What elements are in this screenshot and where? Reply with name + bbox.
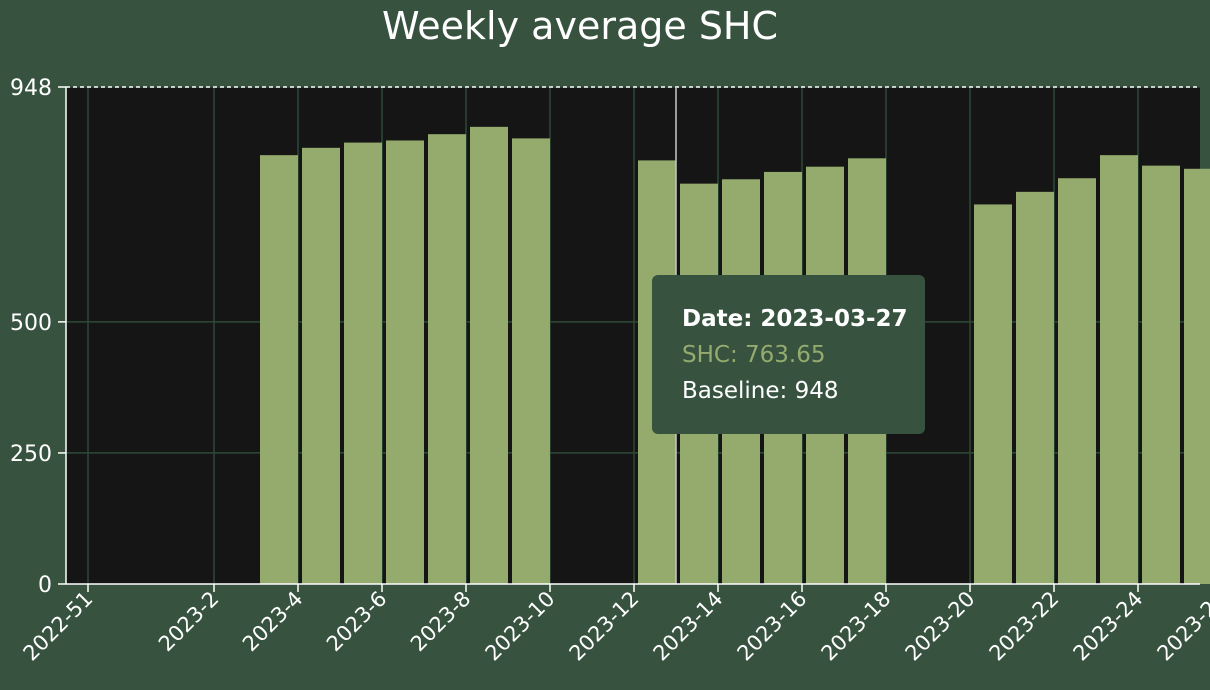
bar-2023-9[interactable]	[512, 138, 550, 585]
bar-2023-7[interactable]	[428, 134, 466, 585]
x-tick-label: 2023-2	[154, 587, 224, 657]
x-tick-label: 2023-4	[238, 587, 308, 657]
x-tick-label: 2023-18	[817, 587, 896, 666]
x-tick-label: 2023-16	[733, 587, 812, 666]
bar-2023-5[interactable]	[344, 142, 382, 585]
x-tick-label: 2023-12	[565, 587, 644, 666]
tooltip-series-value: SHC: 763.65	[682, 342, 826, 368]
tooltip-baseline-value: Baseline: 948	[682, 378, 839, 404]
bar-2023-6[interactable]	[386, 140, 424, 585]
hover-tooltip: Date: 2023-03-27 SHC: 763.65 Baseline: 9…	[652, 275, 925, 434]
bar-2023-23[interactable]	[1100, 155, 1138, 585]
x-tick-label: 2023-6	[322, 587, 392, 657]
y-tick-label: 500	[10, 311, 52, 336]
y-tick-label: 0	[38, 573, 52, 598]
y-tick-label: 250	[10, 442, 52, 467]
chart-title: Weekly average SHC	[381, 4, 779, 48]
bar-2023-22[interactable]	[1058, 178, 1096, 585]
x-tick-label: 2023-8	[406, 587, 476, 657]
x-tick-label: 2023-20	[901, 587, 980, 666]
y-tick-label: 948	[10, 76, 52, 101]
x-tick-label: 2023-24	[1069, 587, 1148, 666]
x-tick-label: 2023-22	[985, 587, 1064, 666]
x-tick-label: 2023-10	[481, 587, 560, 666]
bar-2023-21[interactable]	[1016, 191, 1054, 584]
bar-2023-4[interactable]	[302, 147, 340, 585]
bar-2023-3[interactable]	[260, 155, 298, 585]
x-tick-label: 2023-14	[649, 587, 728, 666]
x-tick-label: 2023-26	[1153, 587, 1210, 666]
x-tick-label: 2022-51	[19, 587, 98, 666]
bar-2023-24[interactable]	[1142, 165, 1180, 585]
bar-2023-25[interactable]	[1184, 168, 1210, 585]
bar-2023-8[interactable]	[470, 126, 508, 585]
tooltip-date: Date: 2023-03-27	[682, 306, 908, 332]
bar-2023-20[interactable]	[974, 204, 1012, 584]
